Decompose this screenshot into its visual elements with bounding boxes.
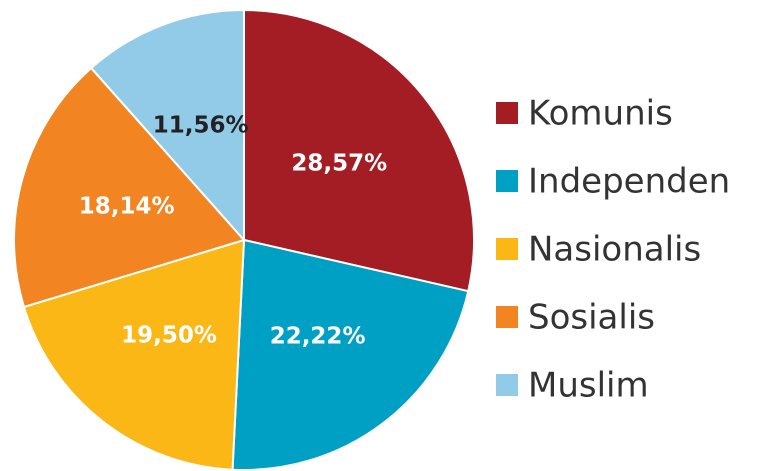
data-label: 11,56% xyxy=(153,113,249,139)
pie-slice xyxy=(22,238,246,471)
data-label: 18,14% xyxy=(79,193,175,219)
pie-slice xyxy=(13,66,246,309)
legend-label: Komunis xyxy=(528,94,673,134)
legend-swatch xyxy=(496,374,518,396)
legend-label: Nasionalis xyxy=(528,230,701,270)
pie-slice xyxy=(89,8,245,243)
legend-label: Muslim xyxy=(528,366,649,406)
legend-swatch xyxy=(496,170,518,192)
data-label: 19,50% xyxy=(121,323,217,349)
legend-swatch xyxy=(496,306,518,328)
legend-label: Independen xyxy=(528,162,730,202)
legend-label: Sosialis xyxy=(528,298,655,338)
legend-swatch xyxy=(496,102,518,124)
data-label: 28,57% xyxy=(291,151,387,177)
data-label: 22,22% xyxy=(270,324,366,350)
pie-slice xyxy=(231,238,470,471)
pie-slice xyxy=(243,8,475,293)
legend-swatch xyxy=(496,238,518,260)
